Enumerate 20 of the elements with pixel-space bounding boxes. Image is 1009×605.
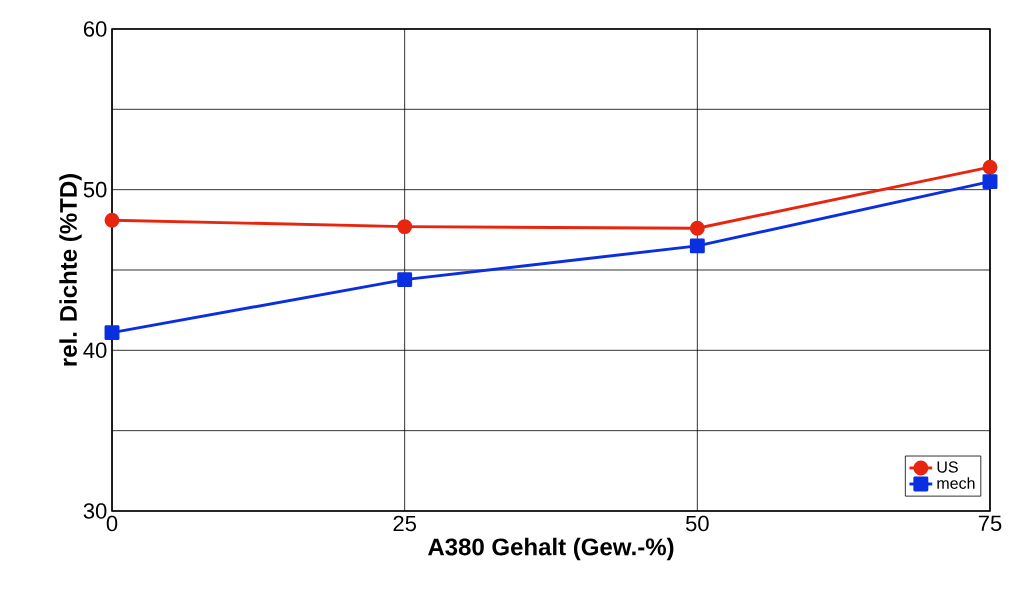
- x-tick-label: 75: [978, 515, 1002, 532]
- point: [104, 212, 120, 228]
- legend-label: mech: [937, 477, 975, 489]
- y-tick-label: 50: [83, 181, 107, 198]
- point: [397, 272, 413, 288]
- y-axis-title: rel. Dichte (%TD): [59, 174, 82, 366]
- y-tick-label: 30: [83, 503, 107, 519]
- point: [689, 220, 705, 236]
- x-tick-label: 0: [106, 515, 118, 532]
- x-axis-title: A380 Gehalt (Gew.-%): [428, 537, 674, 561]
- point: [982, 159, 998, 175]
- x-tick-label: 25: [393, 515, 416, 532]
- legend-label: US: [937, 461, 958, 473]
- point: [982, 174, 998, 190]
- y-tick-label: 40: [83, 342, 107, 359]
- point: [397, 219, 413, 235]
- point: [689, 238, 705, 254]
- x-tick-label: 50: [685, 515, 709, 532]
- y-tick-label: 60: [83, 21, 107, 37]
- point: [104, 325, 120, 341]
